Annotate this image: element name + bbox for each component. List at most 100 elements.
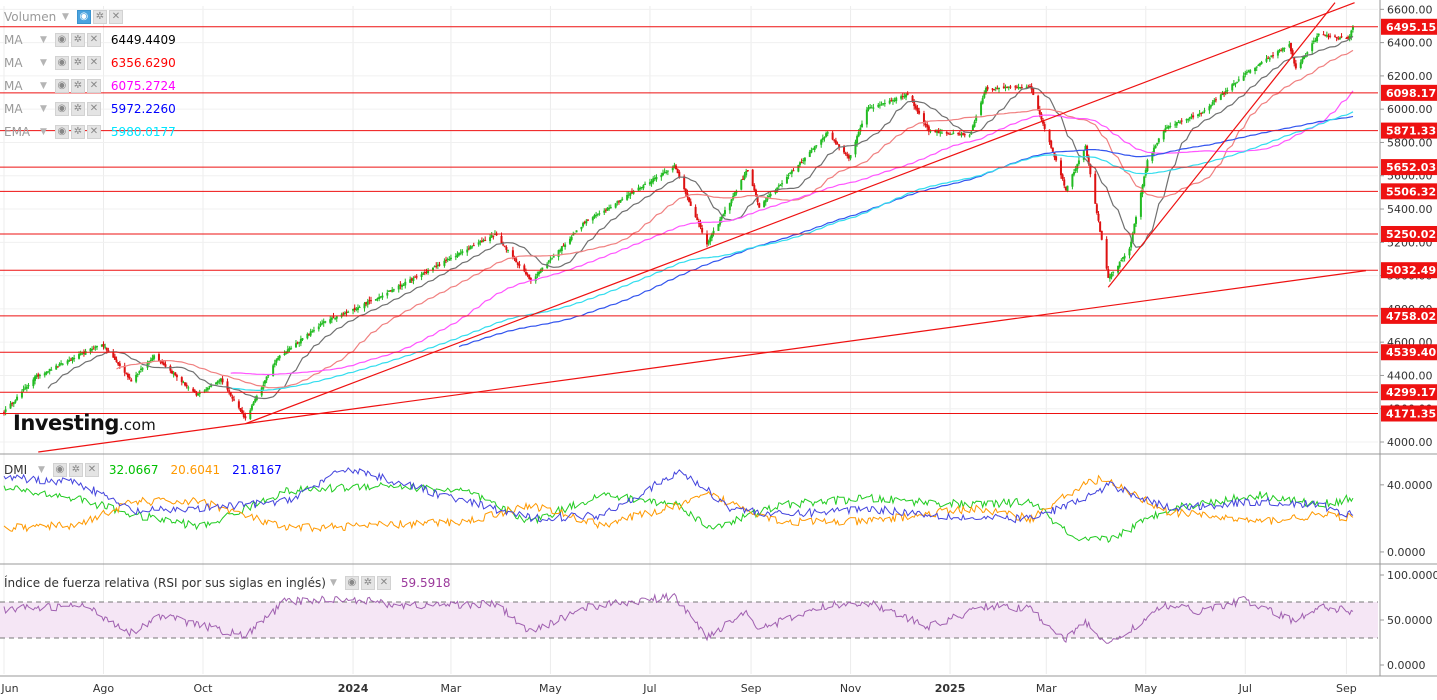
eye-icon[interactable]: ◉ — [54, 79, 69, 93]
candle-body — [1105, 239, 1108, 269]
gear-icon[interactable]: ✲ — [68, 463, 83, 477]
candle-body — [239, 408, 242, 411]
candle-body — [629, 192, 632, 196]
candle-body — [971, 125, 974, 131]
candle-body — [743, 174, 746, 180]
close-icon[interactable]: ✕ — [86, 102, 101, 116]
x-tick-label: Sep — [741, 682, 762, 695]
candle-body — [1281, 48, 1284, 51]
caret-down-icon[interactable]: ▼ — [40, 104, 47, 114]
candle-body — [1051, 147, 1054, 152]
close-icon[interactable]: ✕ — [86, 56, 101, 70]
eye-icon[interactable]: ◉ — [54, 56, 69, 70]
candle-body — [538, 271, 541, 275]
caret-down-icon[interactable]: ▼ — [40, 58, 47, 68]
candle-body — [609, 207, 612, 209]
candle-body — [1234, 82, 1237, 85]
candle-body — [1337, 38, 1340, 40]
gear-icon[interactable]: ✲ — [70, 33, 85, 47]
price-level-label: 5250.02 — [1386, 228, 1436, 241]
eye-icon[interactable]: ◉ — [76, 10, 91, 24]
candle-body — [229, 391, 232, 396]
caret-down-icon[interactable]: ▼ — [62, 12, 69, 22]
candle-body — [1280, 50, 1283, 52]
eye-icon[interactable]: ◉ — [344, 576, 359, 590]
candle-body — [20, 391, 23, 398]
x-tick-label: 2024 — [338, 682, 369, 695]
trendline — [1107, 2, 1336, 288]
eye-icon[interactable]: ◉ — [54, 33, 69, 47]
dmi-panel — [3, 467, 1354, 543]
candle-body — [1066, 185, 1069, 192]
close-icon[interactable]: ✕ — [376, 576, 391, 590]
candle-body — [536, 273, 539, 276]
candle-body — [425, 272, 428, 274]
legend-ma-value: 6356.6290 — [110, 56, 176, 70]
candle-body — [1118, 261, 1121, 268]
y-tick-label: 4400.00 — [1387, 369, 1433, 382]
caret-down-icon[interactable]: ▼ — [40, 35, 47, 45]
close-icon[interactable]: ✕ — [84, 463, 99, 477]
close-icon[interactable]: ✕ — [86, 125, 101, 139]
candle-body — [1188, 117, 1191, 119]
x-tick-label: Mar — [441, 682, 462, 695]
candle-body — [1345, 37, 1348, 39]
candle-body — [593, 215, 596, 218]
eye-icon[interactable]: ◉ — [54, 125, 69, 139]
candle-body — [427, 270, 430, 273]
candle-body — [936, 130, 939, 133]
candle-body — [38, 375, 41, 377]
y-tick-label: 5800.00 — [1387, 136, 1433, 149]
logo-domain: .com — [118, 416, 156, 434]
price-level-label: 5032.49 — [1386, 264, 1436, 277]
caret-down-icon[interactable]: ▼ — [38, 465, 45, 475]
eye-icon[interactable]: ◉ — [54, 102, 69, 116]
candle-body — [66, 360, 69, 364]
candle-body — [1325, 34, 1328, 37]
candle-body — [55, 365, 58, 370]
candle-body — [94, 346, 97, 348]
candle-body — [249, 410, 252, 419]
gear-icon[interactable]: ✲ — [70, 102, 85, 116]
gear-icon[interactable]: ✲ — [70, 79, 85, 93]
candle-body — [260, 387, 263, 396]
close-icon[interactable]: ✕ — [86, 33, 101, 47]
candle-body — [68, 360, 71, 362]
candle-body — [502, 244, 505, 246]
candle-body — [366, 301, 369, 305]
candle-body — [1006, 86, 1009, 88]
candle-body — [164, 364, 167, 367]
caret-down-icon[interactable]: ▼ — [40, 81, 47, 91]
close-icon[interactable]: ✕ — [108, 10, 123, 24]
gear-icon[interactable]: ✲ — [360, 576, 375, 590]
price-level-label: 5652.03 — [1386, 161, 1436, 174]
candle-body — [826, 132, 829, 134]
gear-icon[interactable]: ✲ — [92, 10, 107, 24]
candle-body — [768, 196, 771, 198]
candle-body — [825, 133, 828, 137]
candle-body — [242, 413, 245, 418]
gear-icon[interactable]: ✲ — [70, 125, 85, 139]
close-icon[interactable]: ✕ — [86, 79, 101, 93]
legend-dmi: DMI ▼ ◉ ✲ ✕ 32.0667 20.6041 21.8167 — [4, 463, 294, 477]
candle-body — [720, 216, 723, 220]
candle-body — [278, 355, 281, 359]
candle-body — [523, 265, 526, 272]
candle-body — [241, 410, 244, 413]
caret-down-icon[interactable]: ▼ — [40, 127, 47, 137]
candle-body — [740, 180, 743, 190]
candle-body — [1077, 160, 1080, 164]
candle-body — [1301, 59, 1304, 63]
candle-body — [812, 148, 815, 150]
candle-body — [1180, 120, 1183, 122]
candle-body — [267, 374, 270, 377]
candle-body — [184, 382, 187, 386]
candle-body — [939, 132, 942, 134]
gear-icon[interactable]: ✲ — [70, 56, 85, 70]
eye-icon[interactable]: ◉ — [52, 463, 67, 477]
candle-body — [666, 170, 669, 172]
caret-down-icon[interactable]: ▼ — [329, 578, 337, 588]
candle-body — [701, 228, 704, 233]
